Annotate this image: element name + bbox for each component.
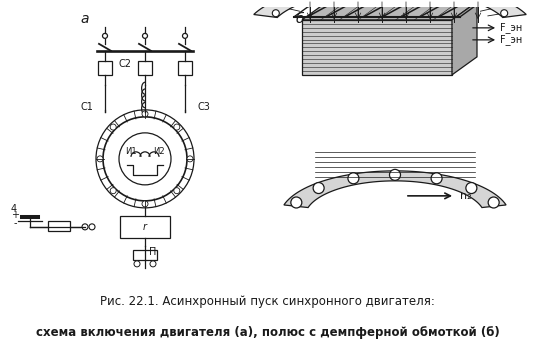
Text: r: r	[143, 222, 147, 232]
Text: C3: C3	[197, 102, 210, 112]
Circle shape	[174, 124, 180, 130]
Text: а: а	[81, 12, 89, 26]
Circle shape	[431, 173, 442, 184]
Circle shape	[82, 224, 88, 230]
Circle shape	[103, 117, 187, 201]
Circle shape	[313, 183, 324, 193]
Text: б: б	[296, 12, 304, 26]
Text: F_эн: F_эн	[500, 34, 522, 45]
Text: П: П	[149, 247, 157, 257]
Polygon shape	[452, 2, 477, 75]
Circle shape	[174, 188, 180, 194]
Circle shape	[501, 10, 508, 17]
Circle shape	[291, 197, 302, 208]
Text: -: -	[13, 218, 17, 228]
Bar	[138, 61, 152, 75]
Text: n₂: n₂	[460, 191, 472, 201]
Circle shape	[134, 261, 140, 267]
Circle shape	[89, 224, 95, 230]
Text: F_эн: F_эн	[500, 22, 522, 33]
Bar	[133, 250, 157, 260]
Circle shape	[295, 0, 302, 5]
Circle shape	[110, 124, 116, 130]
Polygon shape	[302, 20, 452, 75]
Circle shape	[466, 183, 477, 193]
Circle shape	[348, 173, 359, 184]
Text: И1: И1	[125, 147, 137, 156]
Polygon shape	[254, 0, 526, 18]
Text: +: +	[11, 210, 19, 220]
Polygon shape	[302, 2, 477, 20]
Bar	[48, 221, 70, 231]
Circle shape	[187, 156, 193, 162]
Circle shape	[97, 156, 103, 162]
Bar	[120, 216, 170, 238]
Circle shape	[150, 261, 156, 267]
Circle shape	[478, 0, 485, 5]
Circle shape	[119, 133, 171, 185]
Circle shape	[142, 111, 148, 117]
Circle shape	[142, 201, 148, 207]
Text: C1: C1	[80, 102, 93, 112]
Text: 4: 4	[11, 204, 17, 214]
Polygon shape	[284, 171, 506, 208]
Text: C2: C2	[118, 59, 132, 69]
Text: И2: И2	[153, 147, 165, 156]
Text: схема включения двигателя (а), полюс с демпферной обмоткой (б): схема включения двигателя (а), полюс с д…	[36, 326, 499, 339]
Circle shape	[110, 188, 116, 194]
Circle shape	[389, 169, 401, 180]
Bar	[98, 61, 112, 75]
Circle shape	[272, 10, 279, 17]
Circle shape	[488, 197, 499, 208]
Text: Рис. 22.1. Асинхронный пуск синхронного двигателя:: Рис. 22.1. Асинхронный пуск синхронного …	[100, 294, 435, 308]
Bar	[178, 61, 192, 75]
